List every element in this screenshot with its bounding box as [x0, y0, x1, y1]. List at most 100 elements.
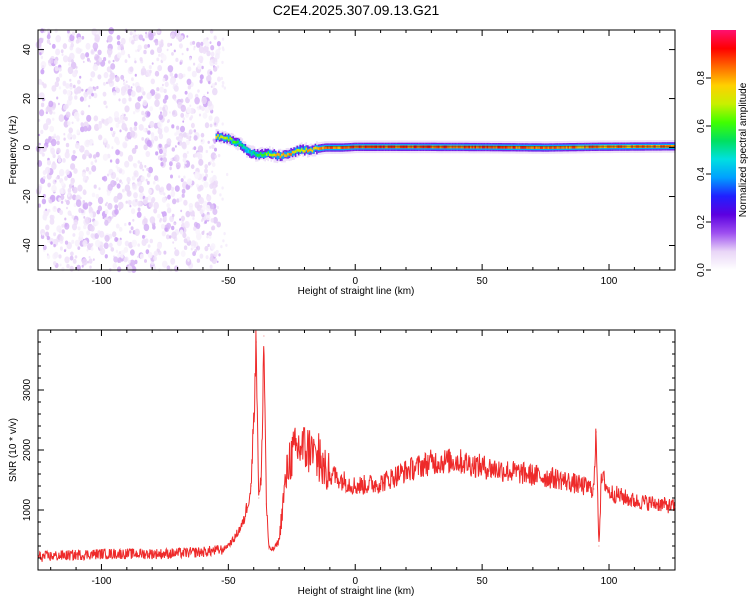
- noise-blob: [141, 110, 145, 116]
- noise-blob: [204, 122, 210, 129]
- colorbar-label: Normalized spectral amplitude: [738, 82, 749, 217]
- signal-band-cell: [340, 146, 343, 149]
- noise-blob: [68, 94, 73, 101]
- noise-blob: [98, 187, 101, 191]
- signal-band-cell: [290, 153, 292, 156]
- noise-blob: [148, 201, 153, 208]
- noise-blob: [184, 161, 187, 165]
- noise-blob: [137, 207, 141, 212]
- signal-band-cell: [265, 153, 268, 156]
- noise-blob: [216, 221, 221, 228]
- noise-blob: [110, 171, 117, 179]
- noise-blob: [147, 44, 151, 48]
- signal-band-cell: [533, 146, 536, 149]
- snr-point: [222, 549, 224, 551]
- noise-blob: [124, 184, 131, 192]
- noise-blob: [102, 175, 108, 182]
- noise-blob: [216, 41, 221, 47]
- noise-blob: [93, 115, 99, 122]
- signal-band-cell: [492, 145, 495, 149]
- noise-blob: [190, 129, 193, 133]
- noise-blob: [139, 57, 143, 62]
- noise-blob: [183, 245, 188, 250]
- noise-blob: [171, 213, 175, 218]
- noise-blob: [146, 137, 149, 140]
- noise-blob: [115, 165, 118, 169]
- noise-blob: [163, 250, 167, 255]
- noise-blob: [40, 28, 44, 34]
- noise-blob: [159, 86, 164, 93]
- noise-blob: [117, 192, 123, 200]
- spectrogram-xlabel: Height of straight line (km): [298, 286, 415, 297]
- noise-blob: [137, 160, 141, 164]
- noise-blob: [70, 181, 74, 186]
- noise-blob: [174, 185, 180, 192]
- signal-band-cell: [529, 146, 531, 149]
- signal-band-cell: [250, 152, 253, 156]
- noise-blob: [139, 253, 144, 260]
- noise-blob: [69, 78, 72, 82]
- noise-blob: [210, 243, 216, 250]
- signal-band-cell: [256, 154, 259, 157]
- noise-blob: [84, 139, 90, 148]
- noise-blob: [158, 143, 162, 148]
- noise-blob: [200, 139, 203, 142]
- noise-blob: [161, 196, 167, 203]
- noise-blob: [210, 253, 214, 258]
- noise-blob: [129, 230, 132, 234]
- noise-blob: [65, 83, 70, 89]
- snr-point: [298, 446, 300, 448]
- noise-blob: [115, 149, 120, 156]
- snr-plot-area: [38, 330, 675, 570]
- noise-blob: [71, 215, 75, 219]
- noise-blob: [146, 172, 151, 178]
- noise-blob: [193, 146, 197, 151]
- noise-blob: [83, 216, 86, 219]
- noise-blob: [145, 31, 148, 35]
- snr-point: [268, 548, 270, 550]
- noise-blob: [122, 188, 125, 193]
- noise-blob: [145, 34, 149, 39]
- signal-band-cell: [276, 154, 279, 160]
- noise-blob: [204, 245, 209, 252]
- noise-blob: [127, 154, 134, 162]
- signal-band-cell: [565, 145, 568, 149]
- noise-blob: [67, 30, 70, 34]
- snr-point: [633, 500, 636, 502]
- noise-blob: [67, 188, 72, 193]
- noise-blob: [41, 152, 45, 157]
- noise-blob: [72, 70, 78, 78]
- noise-blob: [67, 194, 70, 198]
- signal-band-cell: [343, 146, 346, 149]
- noise-blob: [146, 180, 150, 185]
- noise-blob: [91, 92, 94, 97]
- noise-blob: [204, 164, 208, 169]
- noise-blob: [126, 265, 133, 273]
- signal-band-cell: [550, 146, 553, 149]
- snr-point: [481, 466, 483, 468]
- noise-blob: [214, 116, 220, 124]
- noise-blob: [66, 206, 68, 210]
- noise-blob: [175, 162, 181, 169]
- noise-blob: [160, 162, 164, 167]
- signal-band-cell: [325, 146, 327, 149]
- noise-blob: [90, 247, 94, 251]
- noise-blob: [79, 75, 82, 79]
- signal-band-cell: [538, 146, 541, 149]
- noise-blob: [98, 57, 103, 63]
- noise-blob: [180, 112, 185, 118]
- noise-blob: [182, 73, 186, 78]
- noise-blob: [121, 123, 127, 131]
- noise-blob: [89, 212, 94, 218]
- noise-blob: [81, 112, 84, 116]
- noise-blob: [41, 232, 45, 236]
- noise-blob: [208, 231, 213, 237]
- noise-blob: [51, 43, 56, 49]
- noise-blob: [197, 145, 204, 153]
- noise-blob: [212, 208, 218, 215]
- noise-blob: [94, 54, 97, 57]
- noise-blob: [157, 213, 161, 219]
- noise-blob: [181, 188, 186, 194]
- noise-blob: [208, 115, 213, 121]
- noise-blob: [210, 85, 213, 89]
